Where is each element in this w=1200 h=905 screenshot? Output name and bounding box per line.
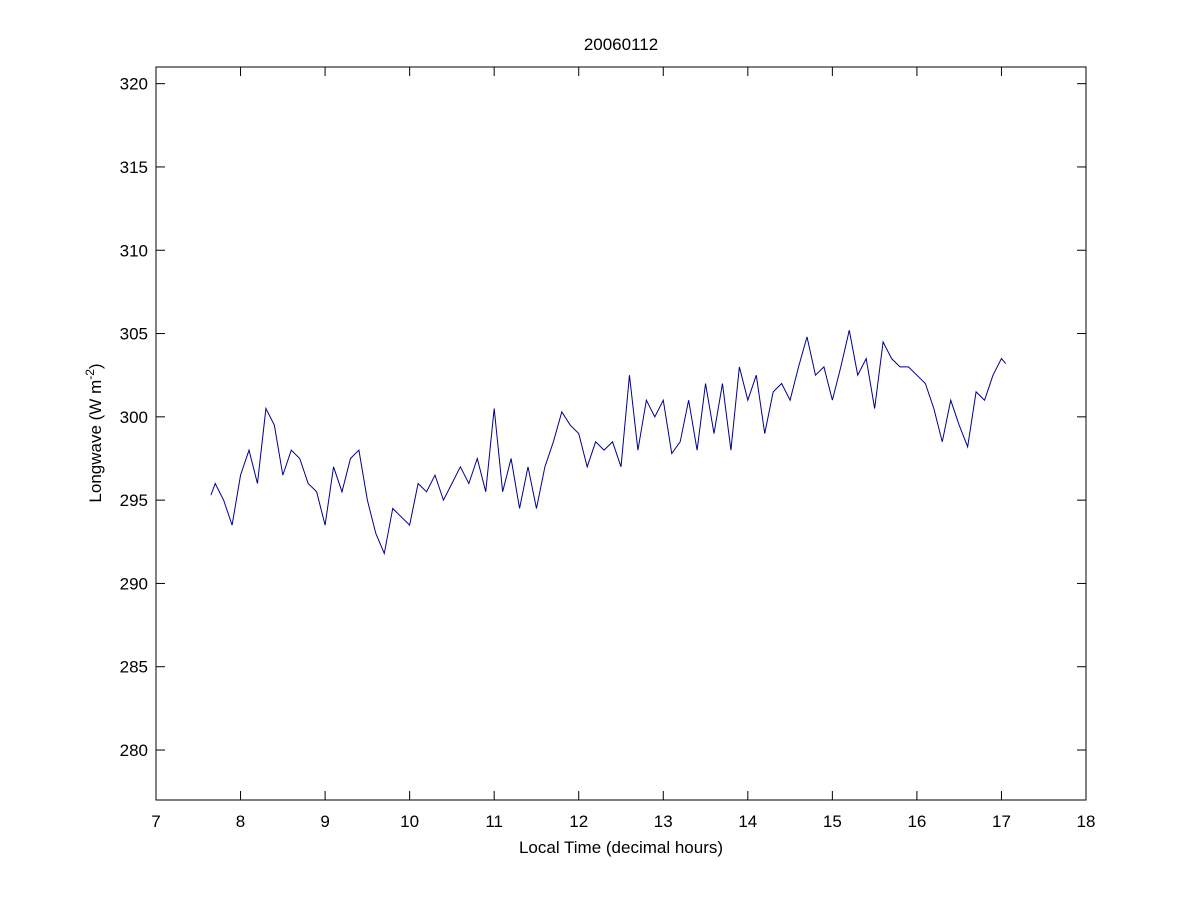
data-line <box>210 330 1007 556</box>
x-tick-label: 9 <box>320 812 329 831</box>
x-tick-label: 18 <box>1077 812 1096 831</box>
y-tick-label: 290 <box>120 574 148 593</box>
chart-title: 20060112 <box>584 35 658 54</box>
y-tick-label: 280 <box>120 741 148 760</box>
x-tick-label: 7 <box>151 812 160 831</box>
y-tick-label: 305 <box>120 325 148 344</box>
x-tick-label: 15 <box>823 812 842 831</box>
x-tick-label: 16 <box>907 812 926 831</box>
y-label-sup: -2 <box>83 369 97 380</box>
x-tick-label: 14 <box>738 812 757 831</box>
x-tick-label: 8 <box>236 812 245 831</box>
plot-frame <box>155 66 1087 801</box>
y-label-end: ) <box>86 363 105 369</box>
x-tick-label: 11 <box>485 812 503 831</box>
x-tick-label: 12 <box>569 812 588 831</box>
x-tick-label: 10 <box>400 812 419 831</box>
y-tick-label: 285 <box>120 658 148 677</box>
x-axis-label: Local Time (decimal hours) <box>519 838 723 857</box>
x-tick-label: 17 <box>992 812 1011 831</box>
y-tick-label: 320 <box>120 75 148 94</box>
y-tick-label: 295 <box>120 491 148 510</box>
y-tick-label: 310 <box>120 241 148 260</box>
y-axis-label: Longwave (W m-2) <box>83 363 105 502</box>
y-tick-label: 315 <box>120 158 148 177</box>
y-label-text: Longwave (W m <box>86 380 105 503</box>
y-tick-label: 300 <box>120 408 148 427</box>
x-tick-label: 13 <box>654 812 673 831</box>
